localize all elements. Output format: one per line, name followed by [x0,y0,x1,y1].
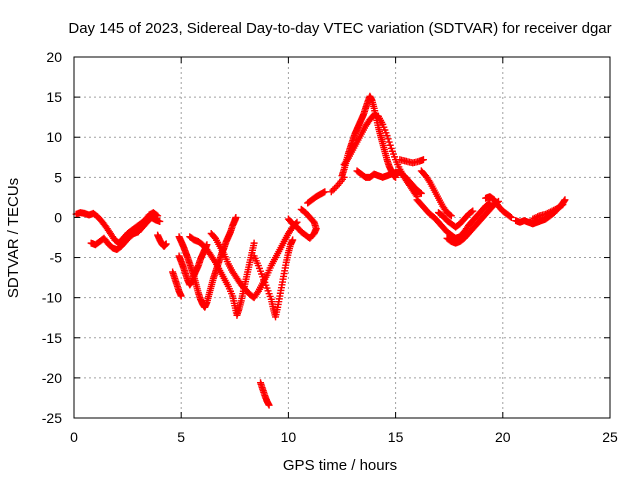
data-point [550,206,558,214]
series-dgar-track-22 [482,193,515,221]
data-point [156,217,164,225]
data-point [383,132,391,140]
data-point [177,292,185,300]
series-dgar-track-24 [529,201,567,223]
x-tick-label: 15 [388,429,404,445]
data-point [468,208,476,216]
plot-frame [73,56,611,419]
y-tick-label: 0 [54,209,62,225]
y-tick-label: 10 [46,129,62,145]
series-dgar-track-1 [72,209,162,247]
data-point [419,156,427,164]
series-dgar-track-6 [169,268,185,300]
data-point [250,239,258,247]
data-point [529,215,537,223]
data-point [547,208,555,216]
data-point [340,173,348,181]
series-dgar-track-23 [512,196,569,228]
data-point [385,138,393,146]
data-point [561,196,569,204]
series-dgar-track-18 [417,167,455,220]
data-point [417,189,425,197]
data-point [545,209,553,217]
series-dgar-track-16 [327,173,348,196]
y-tick-label: -25 [42,410,62,426]
series-dgar-track-10 [257,379,273,409]
data-point [384,135,392,143]
y-tick-label: -15 [42,330,62,346]
series-dgar-track-14 [340,111,421,201]
data-point [530,214,538,222]
data-point [532,213,540,221]
y-axis-label: SDTVAR / TECUs [5,178,22,298]
series-dgar-track-11 [284,205,320,242]
series-dgar-track-2 [87,213,164,254]
data-point [332,183,340,191]
data-point [253,289,261,297]
y-tick-label: -10 [42,290,62,306]
data-point [506,213,514,221]
data-point [298,206,306,214]
series-dgar-track-8 [207,218,301,302]
data-point [416,189,424,197]
y-tick-label: 5 [54,169,62,185]
x-tick-label: 20 [495,429,511,445]
series-dgar-track-15 [353,167,425,197]
series-dgar-track-20 [434,207,477,231]
series-dgar-track-17 [396,156,427,167]
x-tick-label: 0 [70,429,78,445]
data-point [412,191,420,199]
data-point [551,205,559,213]
series-dgar-track-9 [250,236,297,321]
series-dgar-track-13 [338,92,400,181]
series-dgar-track-3 [154,231,170,250]
data-point [446,211,454,219]
data-point [329,186,337,194]
data-point [425,177,433,185]
data-point [485,200,493,208]
axis-ticks: 0 5 10 15 20 25 -25 -20 -15 -10 -5 0 5 10 15 20 [42,49,618,445]
data-point [548,207,556,215]
data-point [447,212,455,220]
x-tick-label: 5 [177,429,185,445]
data-point [321,188,329,196]
data-point [343,156,351,164]
y-tick-label: 15 [46,89,62,105]
data-point [162,240,170,248]
data-point [327,188,335,196]
y-tick-label: -20 [42,370,62,386]
data-point [210,257,218,265]
chart-title: Day 145 of 2023, Sidereal Day-to-day VTE… [68,20,611,37]
data-point [297,205,305,213]
data-marks [72,92,569,409]
data-point [559,201,567,209]
data-point [232,213,240,221]
data-point [265,401,273,409]
series-dgar-track-12 [304,188,329,207]
x-tick-label: 10 [281,429,297,445]
data-point [507,213,515,221]
y-tick-label: 20 [46,49,62,65]
data-point [534,213,542,221]
x-axis-label: GPS time / hours [283,457,397,474]
data-point [469,207,477,215]
gridlines [74,57,610,418]
data-point [289,236,297,244]
data-point [558,201,566,209]
data-point [543,209,551,217]
series-dgar-track-19 [413,196,494,242]
data-point [542,210,550,218]
y-tick-label: -5 [50,250,63,266]
x-tick-label: 25 [602,429,618,445]
data-point [386,141,394,149]
data-point [330,185,338,193]
